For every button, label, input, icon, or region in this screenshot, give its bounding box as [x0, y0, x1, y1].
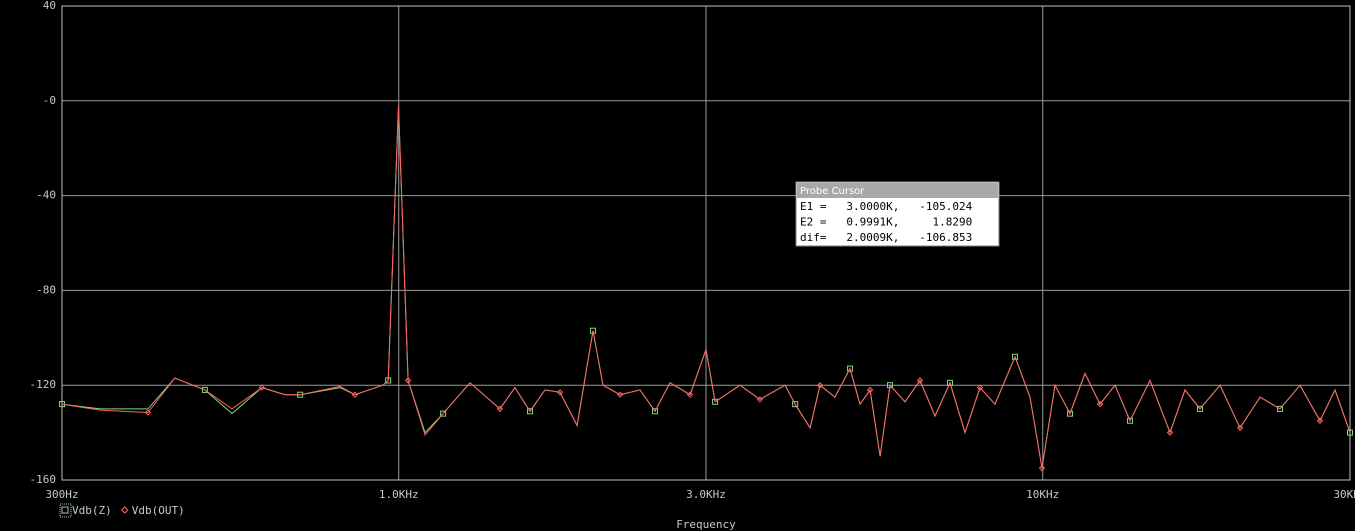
legend-label: Vdb(OUT)	[132, 504, 185, 517]
point-marker	[1038, 464, 1046, 472]
y-tick-label: 40	[43, 0, 56, 12]
point-marker	[1197, 405, 1204, 412]
point-marker	[1096, 400, 1104, 408]
point-marker	[144, 409, 152, 416]
point-marker	[1166, 429, 1174, 436]
y-tick-label: -0	[43, 94, 56, 107]
point-marker	[258, 384, 266, 391]
point-marker	[527, 408, 534, 415]
point-marker	[686, 391, 694, 398]
point-marker	[496, 405, 504, 413]
x-tick-label: 1.0KHz	[379, 488, 419, 501]
point-marker	[1012, 353, 1019, 360]
cursor-row: dif= 2.0009K, -106.853	[800, 231, 972, 244]
legend-label: Vdb(Z)	[72, 504, 112, 517]
plot-frame	[61, 5, 1351, 481]
legend-marker	[61, 506, 69, 514]
point-marker	[976, 384, 984, 391]
point-marker	[1277, 405, 1284, 412]
legend-item: Vdb(OUT)	[121, 504, 185, 517]
x-tick-label: 30KHz	[1333, 488, 1355, 501]
y-tick-label: -120	[30, 378, 57, 391]
legend-marker	[121, 506, 129, 514]
point-marker	[1347, 429, 1353, 436]
box-title: Probe Cursor	[800, 186, 865, 197]
point-marker	[1236, 424, 1244, 432]
y-tick-label: -40	[36, 189, 56, 202]
point-marker	[556, 389, 564, 396]
point-marker	[866, 386, 874, 394]
cursor-row: E1 = 3.0000K, -105.024	[800, 200, 973, 213]
point-marker	[792, 401, 799, 408]
point-marker	[916, 377, 924, 384]
y-tick-label: -80	[36, 283, 56, 296]
point-marker	[1127, 417, 1134, 424]
point-marker	[847, 365, 854, 372]
probe-cursor-box: Probe Cursor E1 = 3.0000K, -105.024 E2 = 0…	[795, 181, 1000, 247]
point-marker	[201, 386, 208, 393]
point-marker	[816, 381, 824, 389]
box-titlebar	[797, 183, 998, 198]
cursor-row: E2 = 0.9991K, 1.8290	[800, 216, 972, 229]
point-marker	[946, 379, 953, 386]
point-marker	[616, 391, 624, 398]
point-marker	[1067, 410, 1074, 417]
legend-item: Vdb(Z)	[59, 503, 112, 518]
x-axis-label: Frequency	[676, 518, 736, 531]
y-tick-label: -160	[30, 473, 57, 486]
point-marker	[652, 408, 659, 415]
point-marker	[440, 410, 447, 417]
x-tick-label: 3.0KHz	[686, 488, 726, 501]
series-line	[61, 105, 1351, 469]
x-tick-label: 300Hz	[45, 488, 78, 501]
x-tick-label: 10KHz	[1026, 488, 1059, 501]
point-marker	[756, 396, 764, 403]
point-marker	[404, 377, 412, 384]
point-marker	[351, 391, 359, 398]
point-marker	[1316, 417, 1324, 424]
